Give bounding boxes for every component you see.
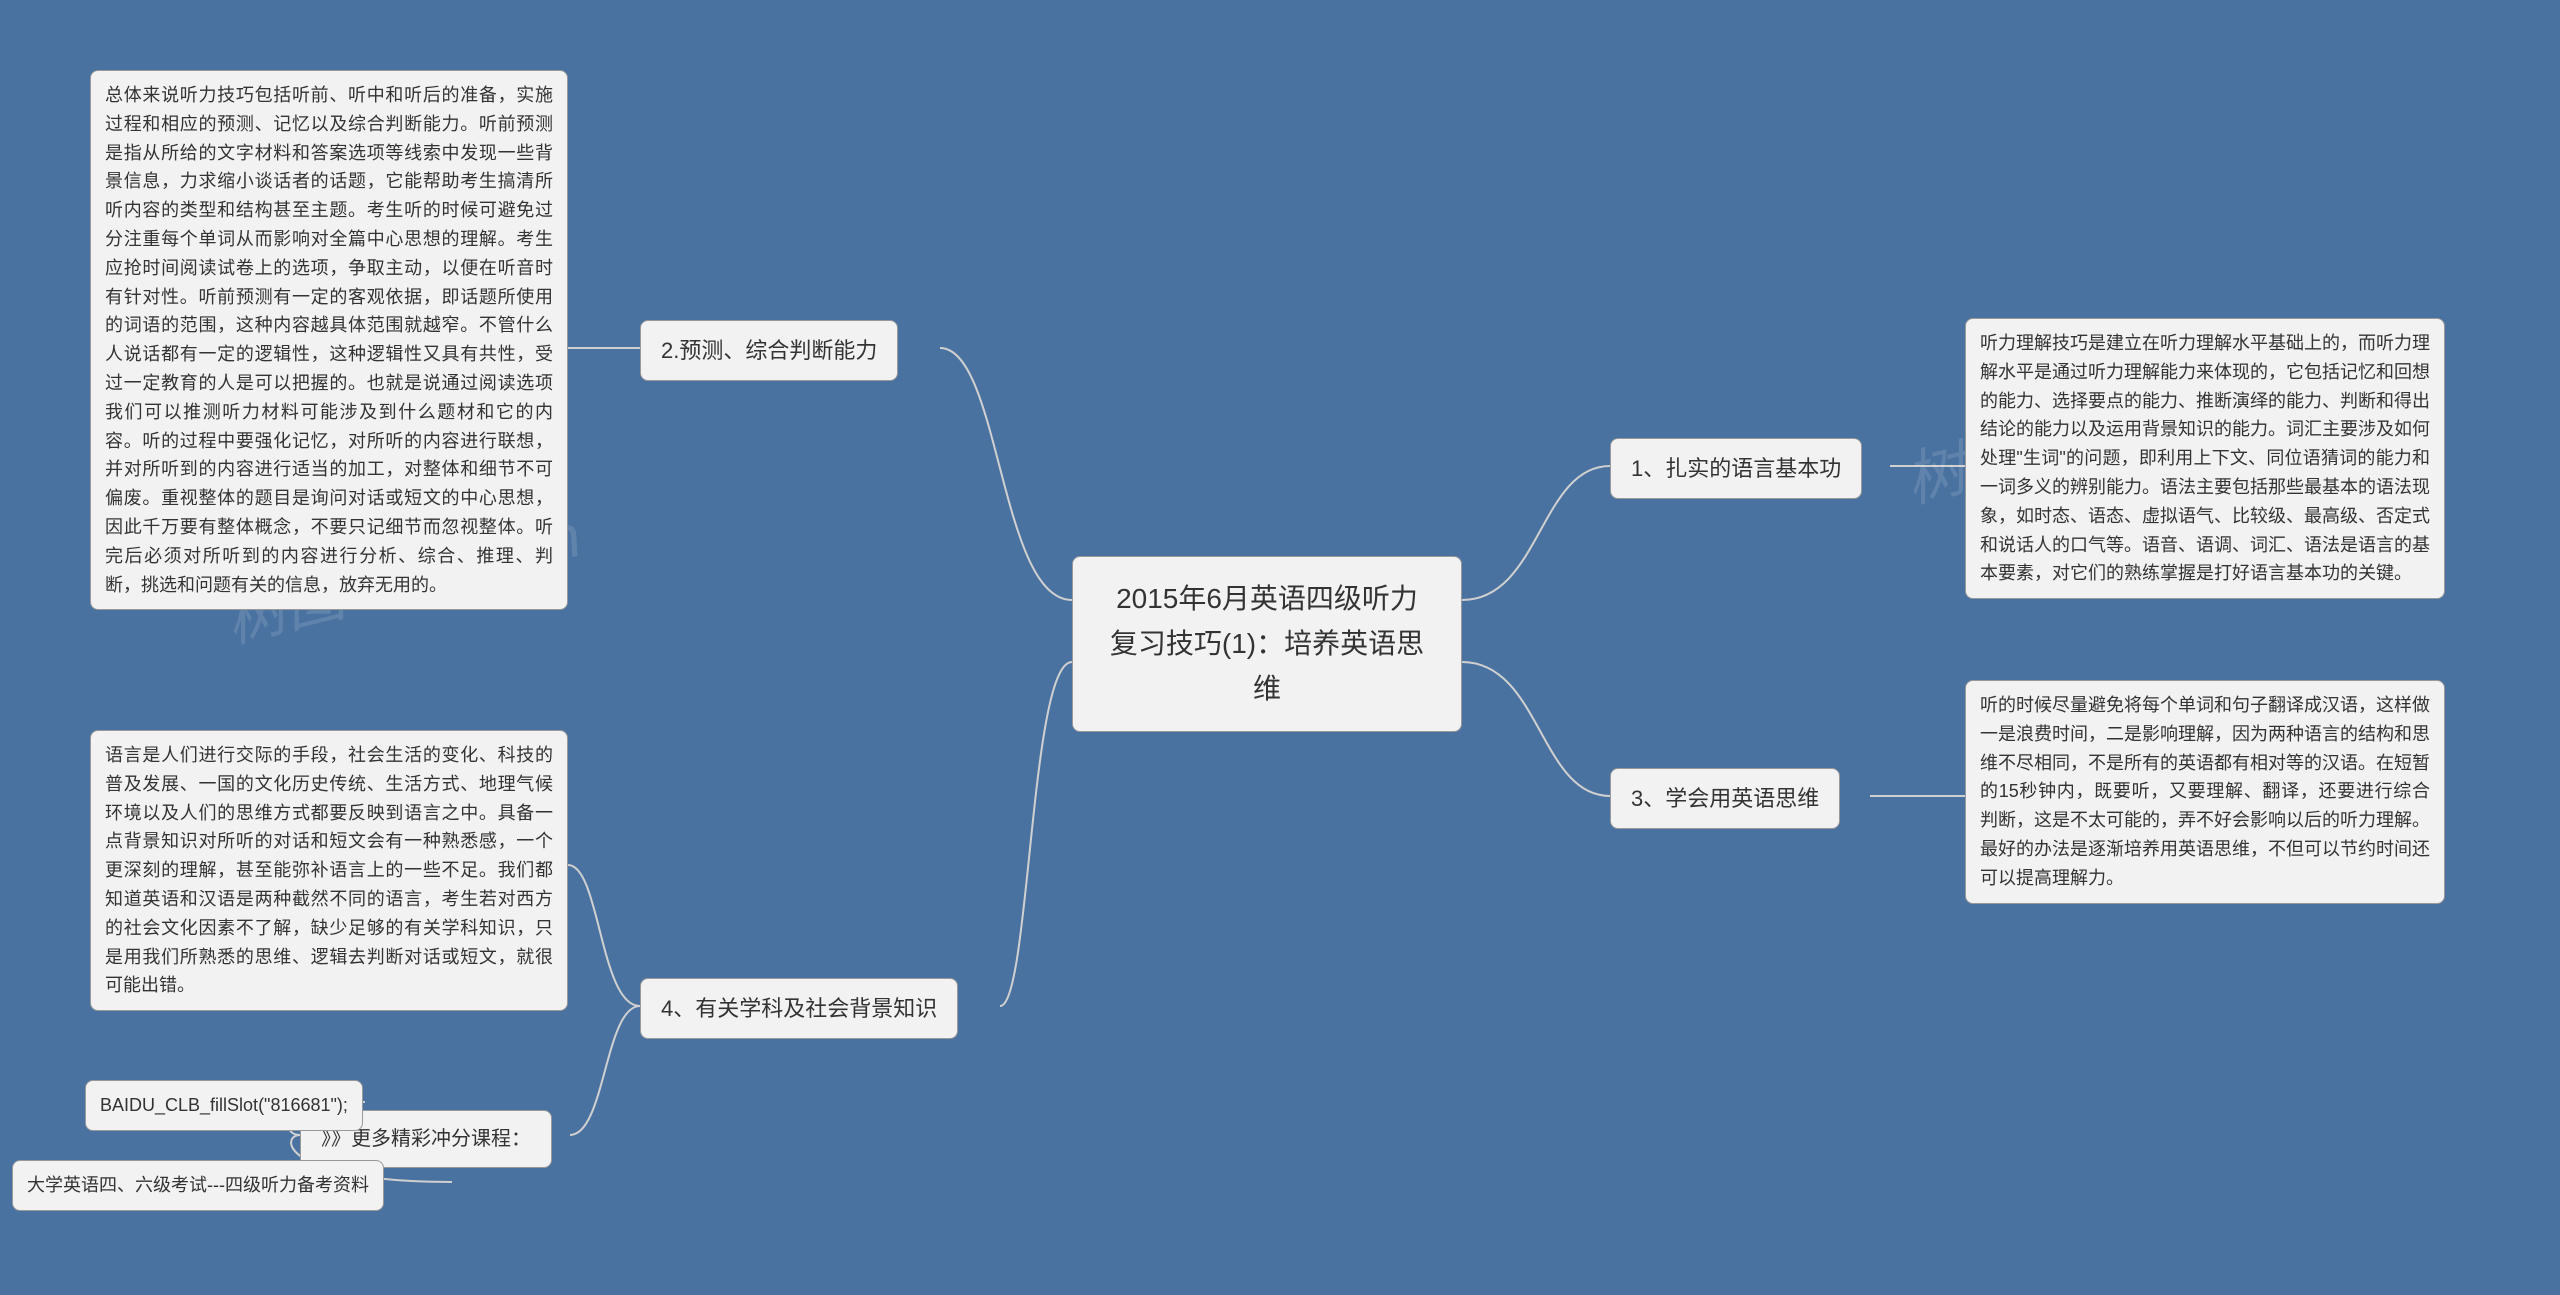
- center-title-line1: 2015年6月英语四级听力: [1103, 577, 1431, 622]
- leaf-prediction: 总体来说听力技巧包括听前、听中和听后的准备，实施过程和相应的预测、记忆以及综合判…: [90, 70, 568, 610]
- branch-background-knowledge[interactable]: 4、有关学科及社会背景知识: [640, 978, 958, 1039]
- center-node[interactable]: 2015年6月英语四级听力 复习技巧(1)：培养英语思 维: [1072, 556, 1462, 732]
- branch-english-thinking[interactable]: 3、学会用英语思维: [1610, 768, 1840, 829]
- leaf-background-knowledge: 语言是人们进行交际的手段，社会生活的变化、科技的普及发展、一国的文化历史传统、生…: [90, 730, 568, 1011]
- leaf-language-basics: 听力理解技巧是建立在听力理解水平基础上的，而听力理解水平是通过听力理解能力来体现…: [1965, 318, 2445, 599]
- branch-prediction[interactable]: 2.预测、综合判断能力: [640, 320, 898, 381]
- center-title-line2: 复习技巧(1)：培养英语思: [1103, 622, 1431, 667]
- leaf-english-thinking: 听的时候尽量避免将每个单词和句子翻译成汉语，这样做一是浪费时间，二是影响理解，因…: [1965, 680, 2445, 904]
- subleaf-baidu-slot: BAIDU_CLB_fillSlot("816681");: [85, 1080, 363, 1131]
- branch-language-basics[interactable]: 1、扎实的语言基本功: [1610, 438, 1862, 499]
- subleaf-cet-materials: 大学英语四、六级考试---四级听力备考资料: [12, 1160, 384, 1211]
- center-title-line3: 维: [1103, 667, 1431, 712]
